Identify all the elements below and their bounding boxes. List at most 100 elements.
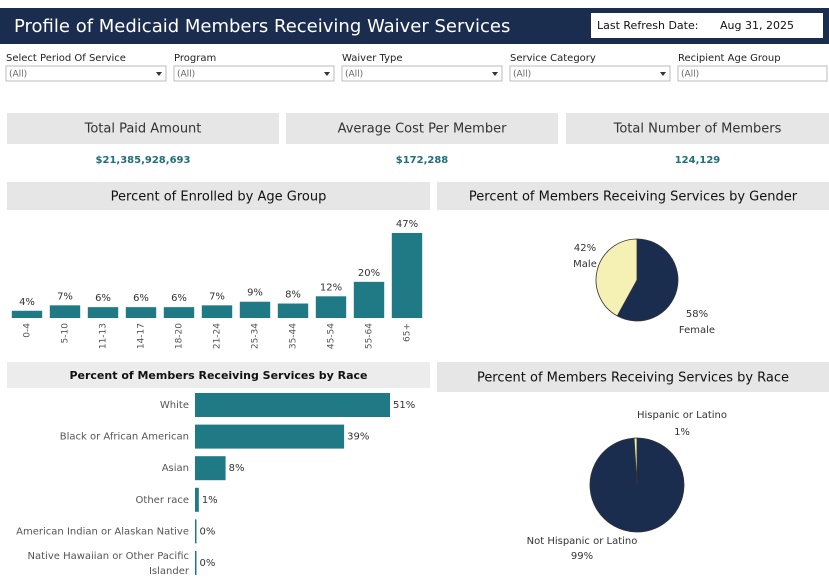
- filter-dropdown[interactable]: [173, 65, 335, 82]
- filter-dropdown[interactable]: [509, 65, 671, 82]
- filter-value: (All): [9, 70, 27, 80]
- data-label: 51%: [393, 400, 415, 411]
- bar: [125, 307, 157, 318]
- dropdown-arrow: [156, 72, 162, 76]
- x-tick-label: 25-34: [251, 323, 261, 349]
- x-tick-label: 5-10: [61, 323, 71, 344]
- data-label: 39%: [347, 432, 369, 443]
- kpi-box: [7, 113, 279, 144]
- bar: [163, 307, 195, 318]
- filter-dropdown[interactable]: [677, 65, 828, 82]
- bar: [195, 424, 345, 449]
- data-label: 4%: [19, 297, 35, 308]
- filter-dropdown[interactable]: [341, 65, 503, 82]
- slice-value: 1%: [674, 427, 690, 438]
- dropdown-arrow: [492, 72, 498, 76]
- x-tick-label: 55-64: [365, 323, 375, 349]
- x-tick-label: 0-4: [23, 323, 33, 338]
- bar: [195, 456, 226, 481]
- bar: [11, 310, 43, 318]
- data-label: 9%: [247, 288, 263, 299]
- panel-header: [437, 362, 829, 392]
- panel-header: [7, 362, 430, 388]
- chart-title: Percent of Enrolled by Age Group: [111, 190, 327, 205]
- kpi-box: [566, 113, 829, 144]
- data-label: 7%: [209, 291, 225, 302]
- y-tick-label: Asian: [162, 463, 189, 474]
- pie-slice: [633, 437, 638, 486]
- slice-value: 99%: [571, 551, 593, 562]
- x-tick-label: 65+: [403, 323, 413, 342]
- bar: [391, 233, 423, 318]
- slice-value: 58%: [686, 309, 708, 320]
- pie-slice: [595, 238, 638, 317]
- x-tick-label: 11-13: [99, 323, 109, 349]
- data-label: 1%: [202, 495, 218, 506]
- data-label: 6%: [171, 293, 187, 304]
- bar: [353, 281, 385, 318]
- x-tick-label: 21-24: [213, 323, 223, 349]
- filter-value: (All): [345, 70, 363, 80]
- data-label: 6%: [95, 293, 111, 304]
- y-tick-label: Other race: [136, 495, 189, 506]
- bar: [49, 305, 81, 318]
- bar: [239, 301, 271, 318]
- refresh-date: Aug 31, 2025: [720, 19, 794, 32]
- panel-header: [7, 182, 430, 210]
- data-label: 12%: [320, 282, 342, 293]
- data-label: 7%: [57, 291, 73, 302]
- y-tick-label: Black or African American: [60, 432, 189, 443]
- slice-label: Hispanic or Latino: [637, 410, 727, 421]
- bar: [277, 303, 309, 318]
- filter-value: (All): [177, 70, 195, 80]
- data-label: 0%: [200, 558, 216, 569]
- kpi-label: Average Cost Per Member: [338, 122, 508, 137]
- kpi-box: [286, 113, 558, 144]
- data-label: 20%: [358, 268, 380, 279]
- filter-label: Program: [174, 53, 216, 64]
- kpi-label: Total Number of Members: [613, 122, 782, 137]
- filter-dropdown[interactable]: [5, 65, 167, 82]
- bar: [315, 296, 347, 318]
- dropdown-arrow: [660, 72, 666, 76]
- bar: [195, 551, 197, 575]
- dropdown-arrow: [324, 72, 330, 76]
- bar: [201, 305, 233, 318]
- data-label: 0%: [200, 526, 216, 537]
- data-label: 8%: [285, 290, 301, 301]
- filter-label: Recipient Age Group: [678, 53, 781, 64]
- slice-label: Male: [573, 259, 597, 270]
- panel-header: [437, 182, 829, 210]
- x-tick-label: 35-44: [289, 323, 299, 349]
- kpi-value: $21,385,928,693: [96, 155, 191, 166]
- refresh-label: Last Refresh Date:: [597, 19, 698, 32]
- x-tick-label: 14-17: [137, 323, 147, 349]
- x-tick-label: 45-54: [327, 323, 337, 349]
- y-tick-label: American Indian or Alaskan Native: [16, 526, 189, 537]
- kpi-value: 124,129: [675, 155, 721, 166]
- filter-label: Waiver Type: [342, 53, 402, 64]
- slice-label: Not Hispanic or Latino: [527, 536, 638, 547]
- bar: [87, 307, 119, 318]
- y-tick-label: Native Hawaiian or Other Pacific Islander: [28, 551, 190, 577]
- filter-value: (All): [513, 70, 531, 80]
- chart-title: Percent of Members Receiving Services by…: [69, 369, 367, 382]
- chart-title: Percent of Members Receiving Services by…: [469, 190, 798, 205]
- filter-label: Service Category: [510, 53, 596, 64]
- bar: [195, 393, 390, 417]
- slice-value: 42%: [574, 243, 596, 254]
- bar: [195, 487, 199, 512]
- refresh-box: [591, 13, 823, 38]
- slice-label: Female: [679, 325, 715, 336]
- header-title: Profile of Medicaid Members Receiving Wa…: [14, 16, 510, 37]
- data-label: 8%: [229, 463, 245, 474]
- x-tick-label: 18-20: [175, 323, 185, 349]
- filter-value: (All): [681, 70, 699, 80]
- y-tick-label: White: [160, 400, 189, 411]
- kpi-value: $172,288: [396, 155, 449, 166]
- data-label: 6%: [133, 293, 149, 304]
- kpi-label: Total Paid Amount: [84, 122, 202, 137]
- data-label: 47%: [396, 219, 418, 230]
- filter-label: Select Period Of Service: [6, 53, 126, 64]
